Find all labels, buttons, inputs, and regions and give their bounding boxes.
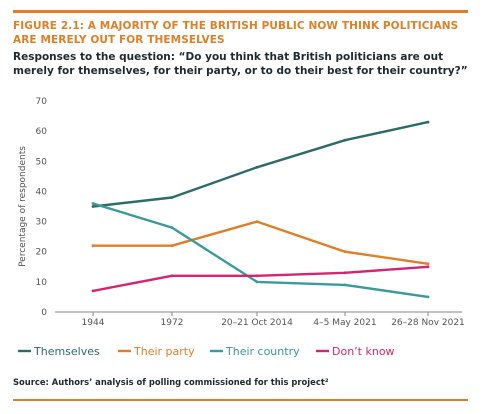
data-point: [170, 196, 174, 199]
line-chart: 0 10 20 30 40 50 60 70 1944 1972 20–21 Oct 2014 4–5…: [18, 97, 465, 358]
series-line: [91, 120, 430, 208]
data-point: [343, 271, 347, 275]
y-tick-label: 10: [36, 278, 48, 288]
bottom-rule: [13, 399, 468, 401]
data-point: [426, 262, 430, 266]
legend-label: Their party: [133, 345, 195, 358]
data-point: [91, 202, 95, 205]
figure-title: FIGURE 2.1: A MAJORITY OF THE BRITISH PU…: [13, 20, 459, 46]
data-point: [170, 226, 174, 230]
series-line: [91, 202, 430, 299]
y-tick-label: 30: [36, 218, 48, 228]
data-point: [426, 120, 430, 124]
data-point: [255, 280, 259, 284]
data-point: [91, 244, 95, 248]
data-point: [426, 265, 430, 269]
figure-subtitle: Responses to the question: “Do you think…: [13, 51, 468, 77]
data-point: [91, 205, 95, 208]
source-note: Source: Authors’ analysis of polling com…: [13, 377, 329, 387]
y-tick-label: 0: [41, 308, 47, 318]
series-line: [91, 265, 430, 293]
top-rule: [13, 10, 468, 13]
x-tick-label: 1944: [82, 318, 105, 328]
legend-label: Their country: [225, 345, 300, 358]
x-tick-label: 20–21 Oct 2014: [221, 318, 293, 328]
data-point: [255, 165, 259, 169]
data-point: [170, 244, 174, 248]
y-tick-label: 40: [36, 187, 48, 197]
y-tick-label: 50: [36, 157, 48, 167]
data-point: [91, 289, 95, 293]
y-tick-label: 70: [36, 97, 48, 107]
legend-label: Don’t know: [332, 345, 395, 358]
y-axis-label: Percentage of respondents: [18, 146, 28, 267]
data-point: [255, 220, 259, 224]
data-point: [426, 295, 430, 299]
y-tick-label: 60: [36, 127, 48, 137]
data-point: [343, 283, 347, 287]
data-point: [255, 274, 259, 278]
data-point: [343, 138, 347, 142]
y-tick-label: 20: [36, 248, 48, 258]
x-tick-label: 1972: [161, 318, 184, 328]
data-point: [170, 274, 174, 278]
legend-label: Themselves: [33, 345, 100, 358]
series-line: [91, 220, 430, 265]
x-tick-label: 26–28 Nov 2021: [391, 318, 465, 328]
data-point: [343, 250, 347, 254]
x-tick-label: 4–5 May 2021: [313, 318, 376, 328]
